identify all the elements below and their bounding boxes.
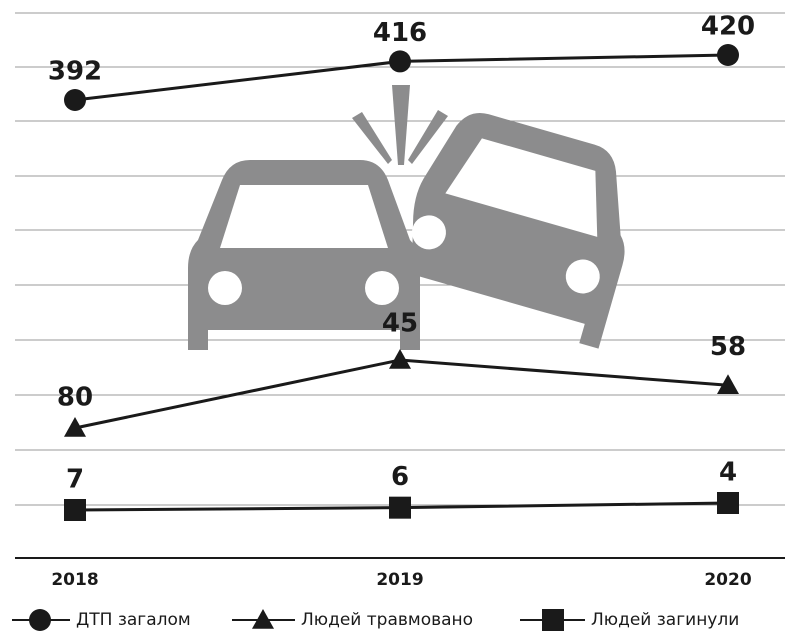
x-tick-label: 2019 [376,570,423,590]
point [389,349,411,369]
series-line [75,360,728,428]
point [717,492,739,514]
chart: 2018 2019 2020 392 416 420 80 45 58 7 6 4 ДТП загало… [0,0,799,636]
data-label: 45 [382,309,418,339]
data-label: 4 [719,458,737,488]
data-label: 392 [48,57,102,87]
point [717,44,739,66]
data-label: 58 [710,332,746,362]
point [389,497,411,519]
data-label: 6 [391,462,409,492]
data-label: 7 [66,465,84,495]
point [542,609,564,631]
legend-label: Людей травмовано [301,610,473,630]
x-tick-label: 2018 [51,570,98,590]
point [64,89,86,111]
crash-icon [188,85,652,350]
data-label: 80 [57,383,93,413]
legend-label: Людей загинули [591,610,739,630]
x-tick-label: 2020 [704,570,751,590]
point [29,609,51,631]
point [64,499,86,521]
data-label: 420 [701,12,755,42]
data-label: 416 [373,18,427,48]
point [252,609,274,629]
point [389,50,411,72]
legend-label: ДТП загалом [76,610,191,630]
